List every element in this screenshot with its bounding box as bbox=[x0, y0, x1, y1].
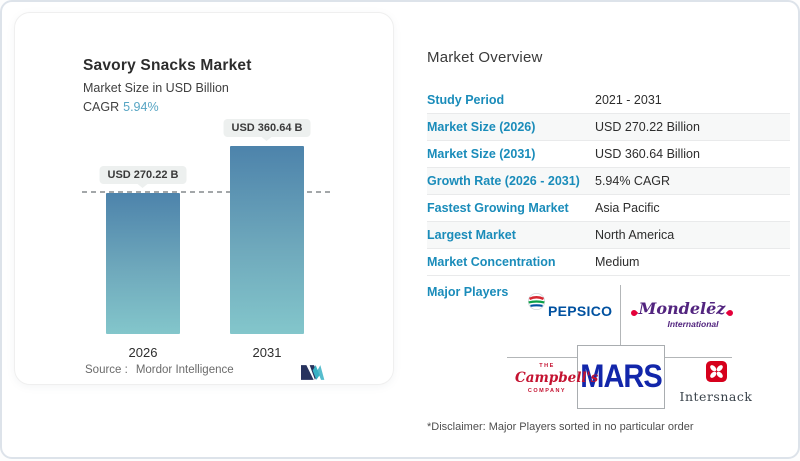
table-row-growth-rate: Growth Rate (2026 - 2031) 5.94% CAGR bbox=[427, 168, 790, 195]
cagr-value: 5.94% bbox=[123, 100, 159, 114]
table-row-market-size-2031: Market Size (2031) USD 360.64 Billion bbox=[427, 141, 790, 168]
row-value: USD 270.22 Billion bbox=[595, 120, 700, 134]
bar-2031 bbox=[230, 146, 304, 334]
bar-value-label-2026: USD 270.22 B bbox=[99, 166, 187, 184]
pepsico-globe-icon bbox=[527, 292, 546, 316]
source-label: Source : bbox=[85, 364, 128, 376]
mondelez-logo: Mondelēz International bbox=[629, 299, 735, 329]
bar-chart: USD 270.22 B USD 360.64 B 2026 2031 bbox=[70, 119, 350, 360]
table-row-market-concentration: Market Concentration Medium bbox=[427, 249, 790, 276]
table-row-study-period: Study Period 2021 - 2031 bbox=[427, 87, 790, 114]
table-row-market-size-2026: Market Size (2026) USD 270.22 Billion bbox=[427, 114, 790, 141]
bar-value-label-2031: USD 360.64 B bbox=[223, 119, 311, 137]
table-row-largest-market: Largest Market North America bbox=[427, 222, 790, 249]
players-vertical-divider bbox=[620, 285, 621, 345]
row-label: Growth Rate (2026 - 2031) bbox=[427, 174, 580, 188]
mondelez-wordmark: Mondelēz bbox=[629, 299, 735, 318]
campbells-company-text: COMPANY bbox=[527, 388, 567, 394]
mondelez-swirl-icon bbox=[629, 308, 638, 318]
market-overview-panel: Market Overview Study Period 2021 - 2031… bbox=[427, 2, 790, 461]
intersnack-clover-icon bbox=[705, 361, 727, 386]
x-axis-label-2031: 2031 bbox=[252, 345, 282, 360]
chart-card: Savory Snacks Market Market Size in USD … bbox=[14, 12, 394, 385]
campbells-logo: THE Campbell's COMPANY bbox=[515, 363, 599, 394]
row-label: Market Concentration bbox=[427, 255, 556, 269]
disclaimer-text: *Disclaimer: Major Players sorted in no … bbox=[427, 421, 694, 433]
chart-title: Savory Snacks Market bbox=[83, 57, 252, 74]
overview-table: Study Period 2021 - 2031 Market Size (20… bbox=[427, 87, 790, 276]
row-label: Market Size (2031) bbox=[427, 147, 536, 161]
source-row: Source : Mordor Intelligence bbox=[85, 364, 353, 380]
row-label: Study Period bbox=[427, 93, 505, 107]
reference-dashed-line bbox=[82, 191, 333, 193]
intersnack-logo: Intersnack bbox=[672, 361, 760, 404]
row-label: Fastest Growing Market bbox=[427, 201, 569, 215]
x-axis-label-2026: 2026 bbox=[128, 345, 158, 360]
campbells-wordmark: Campbell's bbox=[515, 370, 599, 386]
table-row-fastest-growing-market: Fastest Growing Market Asia Pacific bbox=[427, 195, 790, 222]
bar-2026 bbox=[106, 193, 180, 334]
source-value: Mordor Intelligence bbox=[135, 364, 234, 376]
pepsico-wordmark: PEPSICO bbox=[548, 303, 613, 319]
mordor-intelligence-logo-icon bbox=[301, 364, 325, 384]
major-players-label: Major Players bbox=[427, 285, 509, 299]
cagr-label: CAGR bbox=[83, 100, 120, 114]
mars-logo: MARS bbox=[577, 345, 665, 409]
row-value: 2021 - 2031 bbox=[595, 93, 662, 107]
overview-title: Market Overview bbox=[427, 49, 543, 66]
mondelez-international-text: International bbox=[667, 319, 719, 329]
row-value: 5.94% CAGR bbox=[595, 174, 671, 188]
intersnack-wordmark: Intersnack bbox=[679, 389, 753, 404]
row-value: Asia Pacific bbox=[595, 201, 660, 215]
row-value: Medium bbox=[595, 255, 640, 269]
chart-subtitle: Market Size in USD Billion bbox=[83, 81, 229, 95]
mars-wordmark: MARS bbox=[580, 358, 662, 395]
chart-header: Savory Snacks Market Market Size in USD … bbox=[83, 57, 252, 114]
row-label: Market Size (2026) bbox=[427, 120, 536, 134]
row-label: Largest Market bbox=[427, 228, 516, 242]
row-value: North America bbox=[595, 228, 675, 242]
row-value: USD 360.64 Billion bbox=[595, 147, 700, 161]
mondelez-swirl-icon bbox=[726, 308, 735, 318]
chart-cagr: CAGR 5.94% bbox=[83, 100, 252, 114]
pepsico-logo: PEPSICO bbox=[527, 292, 612, 319]
campbells-the-text: THE bbox=[539, 363, 555, 369]
